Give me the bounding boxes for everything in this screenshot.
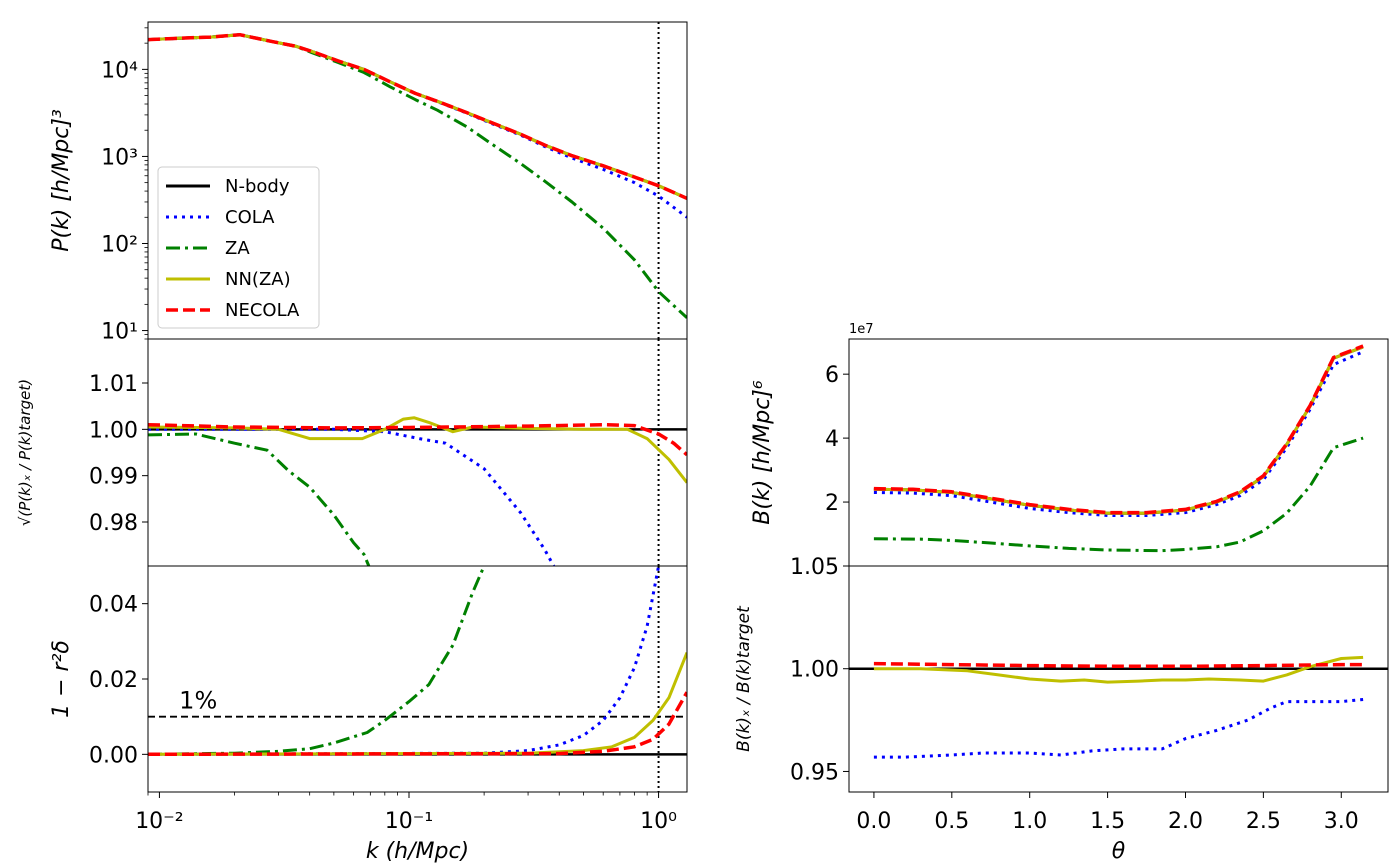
legend-entry-label: NECOLA [225, 300, 300, 321]
legend-box [157, 166, 320, 329]
power-spectrum-panel: 10¹ 10² 10³ 10⁴ P(k) [h/Mpc]³ [49, 21, 688, 345]
series-line-za [873, 436, 1364, 553]
pk-plot-area [148, 22, 687, 339]
legend-entry-label: N-body [225, 176, 290, 197]
x-tick-label: 3.0 [1324, 809, 1359, 834]
series-line-nn-za [148, 416, 687, 484]
series-line-cola [148, 566, 661, 756]
bispectrum-ratio-panel: 0.95 1.00 1.05 0.0 0.5 1.0 1.5 2.0 2.5 3.0 θ B(k)ₓ … [734, 555, 1389, 864]
y-tick-label: 1.01 [89, 372, 138, 397]
series-line-za [148, 566, 486, 756]
series-line-necola [148, 422, 687, 457]
corr-plot-area [148, 566, 687, 792]
y-tick-label: 10¹ [101, 320, 138, 345]
series-line-nn-za [148, 652, 687, 756]
y-tick-label: 10³ [101, 145, 138, 170]
x-tick-label: 1.0 [1012, 809, 1047, 834]
cross-correlation-panel: 0.00 0.02 0.04 10⁻² 10⁻¹ 10⁰ k (h/Mpc) 1 − r²δ 1… [49, 565, 688, 864]
legend-entry-label: ZA [225, 238, 250, 259]
y-tick-label: 0.99 [89, 465, 138, 490]
series-line-nn-za [873, 345, 1364, 515]
y-tick-label: 0.00 [89, 743, 138, 768]
bk-plot-area [873, 344, 1364, 553]
series-line-cola [873, 698, 1364, 759]
series-line-necola [148, 691, 687, 757]
y-tick-label: 4 [825, 427, 839, 452]
y-tick-label: 10⁴ [101, 58, 138, 83]
series-line-necola [873, 344, 1364, 515]
x-axis-label: k (h/Mpc) [366, 839, 469, 864]
legend-entry-label: NN(ZA) [225, 269, 291, 290]
x-tick-label: 10⁰ [640, 809, 677, 834]
y-axis-label: √(P(k)ₓ / P(k)target) [16, 379, 34, 526]
y-tick-label: 10² [101, 232, 138, 257]
y-axis-label: P(k) [h/Mpc]³ [49, 109, 74, 252]
pkratio-plot-area [148, 339, 687, 566]
x-tick-label: 2.5 [1246, 809, 1281, 834]
y-tick-label: 1.05 [790, 555, 839, 580]
y-tick-label: 6 [825, 363, 839, 388]
x-tick-label: 0.5 [934, 809, 969, 834]
x-tick-label: 2.0 [1168, 809, 1203, 834]
x-tick-label: 0.0 [856, 809, 891, 834]
legend: N-body COLA ZA NN(ZA) NECOLA [157, 166, 320, 329]
y-tick-label: 0.04 [89, 593, 138, 618]
pkratio-axes-frame [147, 338, 688, 567]
bkratio-plot-area [849, 655, 1388, 759]
x-axis-label: θ [1112, 839, 1126, 864]
power-spectrum-ratio-panel: 0.98 0.99 1.00 1.01 √(P(k)ₓ / P(k)target) [16, 338, 688, 567]
y-axis-label: 1 − r²δ [49, 640, 74, 718]
y-axis-offset-label: 1e7 [849, 322, 874, 337]
y-axis-label: B(k) [h/Mpc]⁶ [750, 380, 775, 525]
series-line-cola [873, 350, 1364, 517]
series-line-cola [148, 427, 556, 566]
y-tick-label: 0.98 [89, 511, 138, 536]
bispectrum-panel: 2 4 6 B(k) [h/Mpc]⁶ 1e7 [750, 322, 1389, 567]
bk-axes-frame [848, 338, 1389, 567]
series-line-n-body [873, 345, 1364, 515]
y-tick-label: 0.95 [790, 760, 839, 785]
bkratio-axes-frame [848, 565, 1389, 793]
x-tick-label: 10⁻² [135, 809, 183, 834]
y-tick-label: 2 [825, 491, 839, 516]
series-line-necola [148, 32, 687, 200]
y-axis-label: B(k)ₓ / B(k)target [734, 605, 754, 752]
series-line-necola [873, 661, 1364, 669]
series-line-za [148, 432, 371, 566]
series-line-nn-za [873, 655, 1364, 684]
x-tick-label: 1.5 [1090, 809, 1125, 834]
corr-axes-frame [147, 565, 688, 793]
y-tick-label: 0.02 [89, 668, 138, 693]
legend-entry-label: COLA [225, 207, 275, 228]
y-tick-label: 1.00 [790, 658, 839, 683]
x-tick-label: 10⁻¹ [385, 809, 433, 834]
one-percent-annotation: 1% [179, 687, 217, 715]
y-tick-label: 1.00 [89, 418, 138, 443]
